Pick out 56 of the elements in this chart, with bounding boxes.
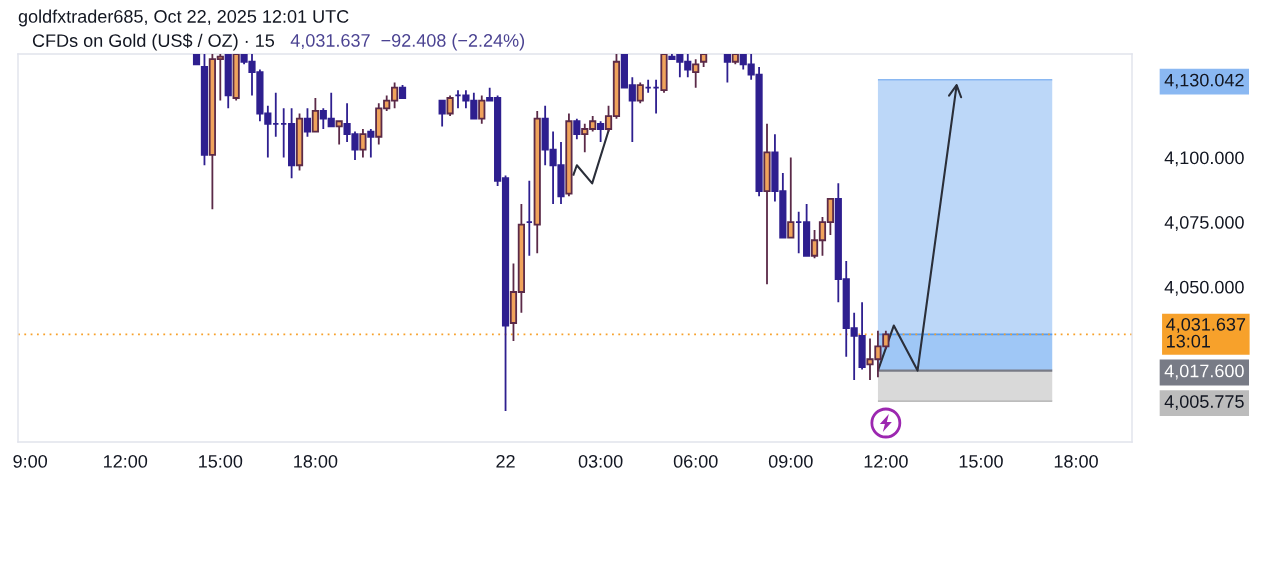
candlestick	[272, 91, 280, 138]
candlestick	[335, 120, 343, 146]
x-tick-label: 09:00	[768, 454, 813, 468]
candlestick	[192, 54, 201, 66]
candlestick	[533, 110, 541, 255]
x-tick-label: 15:00	[199, 454, 243, 468]
x-tick-label: 15:00	[959, 454, 1003, 468]
candlestick	[367, 128, 375, 159]
candlestick	[731, 54, 739, 66]
candlestick	[478, 94, 486, 125]
candlestick	[652, 78, 660, 115]
candlestick	[232, 54, 240, 102]
y-tick-label: 4,005.775	[1164, 395, 1244, 411]
candlestick	[597, 120, 605, 143]
x-tick-label: 9:00	[13, 454, 48, 468]
x-tick-label: 03:00	[578, 454, 623, 468]
candlestick	[359, 128, 367, 159]
y-tick-label: 4,130.042	[1164, 73, 1244, 89]
x-tick-label: 12:00	[104, 454, 148, 468]
candlestick	[224, 54, 232, 110]
x-tick-label: 06:00	[673, 454, 718, 468]
candlestick	[525, 179, 533, 257]
candlestick	[446, 94, 454, 117]
candlestick	[200, 54, 209, 167]
candlestick	[723, 54, 731, 84]
candlestick	[303, 107, 312, 138]
candlestick	[660, 54, 668, 94]
x-tick-label: 18:00	[1054, 454, 1098, 468]
y-tick-label: 4,075.000	[1164, 216, 1244, 231]
candlestick	[636, 81, 644, 105]
candlestick	[398, 84, 407, 99]
candlestick	[644, 78, 652, 94]
ref-line-label: 4,031.637 13:01	[1166, 317, 1246, 348]
x-tick-label: 22	[496, 454, 515, 468]
candlestick	[803, 203, 811, 257]
y-tick-label: 4,017.600	[1164, 364, 1244, 380]
x-tick-label: 18:00	[294, 454, 338, 468]
candlestick	[288, 107, 296, 180]
chart-subtitle: 4,031.637 −92.408 (−2.24%)	[290, 33, 525, 51]
candlestick	[438, 99, 446, 128]
candlestick	[280, 107, 288, 159]
chart-title: CFDs on Gold (US$ / OZ) · 15	[32, 33, 275, 51]
x-tick-label: 12:00	[864, 454, 908, 468]
candlestick	[763, 122, 771, 286]
y-tick-label: 4,100.000	[1164, 151, 1244, 167]
candlestick	[795, 210, 803, 255]
candlestick	[311, 97, 319, 133]
candlestick	[787, 156, 795, 239]
candlestick	[700, 54, 708, 68]
candlestick	[692, 58, 700, 89]
y-tick-label: 4,050.000	[1164, 280, 1244, 296]
line-series	[572, 127, 611, 185]
text: goldfxtrader685, Oct 22, 2025 12:01 UTC	[18, 9, 349, 27]
candlestick	[295, 112, 304, 172]
candlestick	[565, 112, 573, 198]
candlestick	[573, 117, 581, 141]
